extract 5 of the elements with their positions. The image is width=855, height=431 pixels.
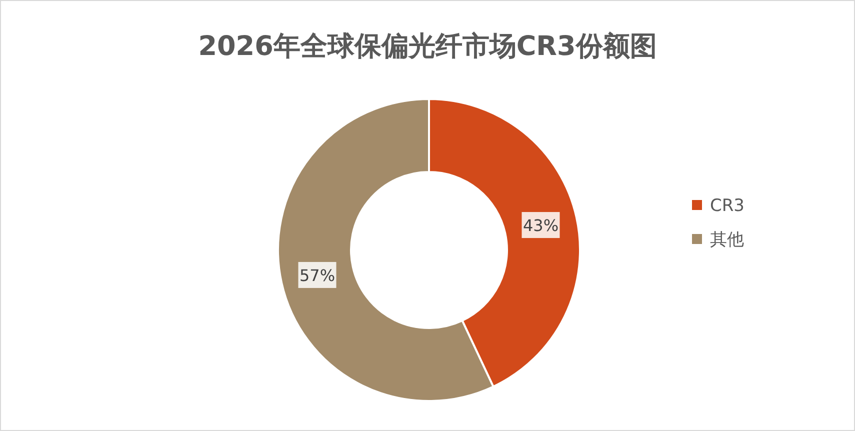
legend-label: CR3	[710, 196, 744, 216]
data-label: 57%	[299, 266, 336, 285]
legend-label: 其他	[710, 230, 744, 250]
data-label: 43%	[522, 216, 559, 236]
chart-title: 2026年全球保偏光纤市场CR3份额图	[198, 31, 657, 62]
